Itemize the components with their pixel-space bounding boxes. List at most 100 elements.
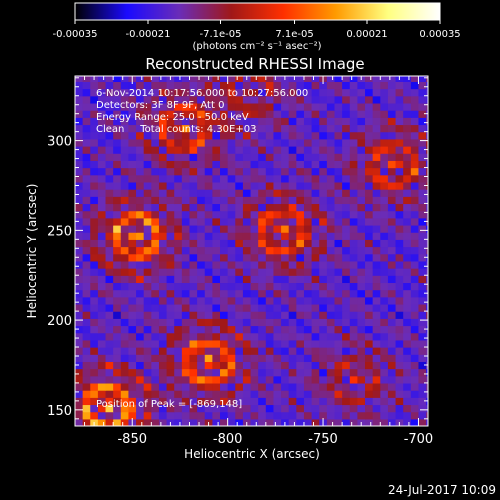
heatmap-cell: [189, 368, 198, 377]
heatmap-cell: [349, 174, 358, 183]
heatmap-cell: [418, 239, 427, 248]
heatmap-cell: [410, 397, 420, 406]
heatmap-cell: [120, 325, 130, 334]
heatmap-cell: [242, 153, 252, 161]
heatmap-cell: [326, 296, 336, 305]
heatmap-cell: [105, 325, 114, 334]
heatmap-cell: [113, 110, 122, 118]
heatmap-cell: [273, 311, 282, 319]
heatmap-cell: [212, 174, 221, 183]
heatmap-cell: [303, 131, 313, 140]
heatmap-cell: [403, 253, 412, 262]
heatmap-cell: [319, 332, 328, 341]
heatmap-cell: [113, 275, 122, 284]
heatmap-cell: [349, 397, 358, 406]
heatmap-cell: [235, 275, 244, 284]
heatmap-cell: [311, 397, 320, 406]
heatmap-cell: [220, 246, 229, 255]
heatmap-cell: [265, 268, 275, 276]
heatmap-cell: [197, 318, 206, 327]
heatmap-cell: [326, 110, 336, 118]
heatmap-cell: [242, 253, 252, 262]
heatmap-cell: [342, 368, 351, 377]
heatmap-cell: [303, 81, 313, 90]
heatmap-cell: [311, 260, 320, 269]
heatmap-cell: [281, 404, 290, 413]
heatmap-cell: [357, 397, 366, 406]
heatmap-cell: [113, 390, 122, 398]
heatmap-cell: [303, 296, 313, 305]
heatmap-cell: [426, 167, 428, 176]
heatmap-cell: [120, 181, 130, 190]
heatmap-cell: [227, 382, 236, 391]
heatmap-cell: [365, 246, 374, 255]
heatmap-cell: [349, 189, 358, 197]
heatmap-cell: [235, 117, 244, 126]
heatmap-cell: [113, 354, 122, 362]
heatmap-cell: [395, 110, 404, 118]
heatmap-cell: [197, 303, 206, 312]
heatmap-cell: [212, 189, 221, 197]
heatmap-cell: [357, 160, 366, 169]
heatmap-cell: [151, 239, 160, 248]
heatmap-cell: [136, 210, 145, 219]
heatmap-cell: [380, 102, 389, 111]
heatmap-cell: [174, 217, 183, 226]
heatmap-cell: [181, 181, 191, 190]
heatmap-cell: [365, 88, 374, 97]
heatmap-cell: [158, 260, 168, 269]
heatmap-cell: [380, 181, 389, 190]
heatmap-cell: [418, 260, 427, 269]
heatmap-cell: [158, 268, 168, 276]
heatmap-cell: [250, 110, 259, 118]
heatmap-cell: [105, 404, 114, 413]
heatmap-cell: [204, 253, 213, 262]
heatmap-cell: [418, 390, 427, 398]
heatmap-cell: [174, 282, 183, 291]
heatmap-cell: [151, 110, 160, 118]
heatmap-cell: [181, 361, 191, 370]
heatmap-cell: [136, 95, 145, 104]
heatmap-cell: [242, 167, 252, 176]
heatmap-cell: [235, 217, 244, 226]
heatmap-cell: [90, 361, 99, 370]
heatmap-cell: [189, 339, 198, 348]
heatmap-cell: [181, 418, 191, 426]
heatmap-cell: [120, 368, 130, 377]
heatmap-cell: [273, 210, 282, 219]
heatmap-cell: [311, 311, 320, 319]
heatmap-cell: [319, 95, 328, 104]
heatmap-cell: [212, 289, 221, 298]
heatmap-cell: [220, 153, 229, 161]
heatmap-cell: [82, 76, 91, 82]
heatmap-cell: [334, 318, 343, 327]
heatmap-cell: [403, 88, 412, 97]
heatmap-cell: [158, 138, 168, 147]
heatmap-cell: [181, 382, 191, 391]
heatmap-cell: [387, 296, 397, 305]
heatmap-cell: [365, 217, 374, 226]
heatmap-cell: [357, 95, 366, 104]
heatmap-cell: [258, 368, 267, 377]
heatmap-cell: [189, 189, 198, 197]
heatmap-cell: [151, 246, 160, 255]
heatmap-cell: [403, 318, 412, 327]
plot-frame: [74, 75, 429, 427]
heatmap-cell: [372, 167, 381, 176]
heatmap-cell: [311, 131, 320, 140]
heatmap-cell: [380, 260, 389, 269]
heatmap-cell: [120, 246, 130, 255]
heatmap-cell: [387, 160, 397, 169]
heatmap-cell: [281, 239, 290, 248]
heatmap-cell: [105, 361, 114, 370]
colorbar-tick-label: 7.1e-05: [275, 29, 313, 40]
heatmap-cell: [387, 117, 397, 126]
heatmap-cell: [220, 95, 229, 104]
heatmap-cell: [395, 260, 404, 269]
heatmap-cell: [166, 239, 175, 248]
heatmap-cell: [296, 117, 305, 126]
heatmap-cell: [326, 311, 336, 319]
heatmap-cell: [75, 232, 84, 240]
heatmap-cell: [113, 303, 122, 312]
heatmap-cell: [288, 253, 297, 262]
